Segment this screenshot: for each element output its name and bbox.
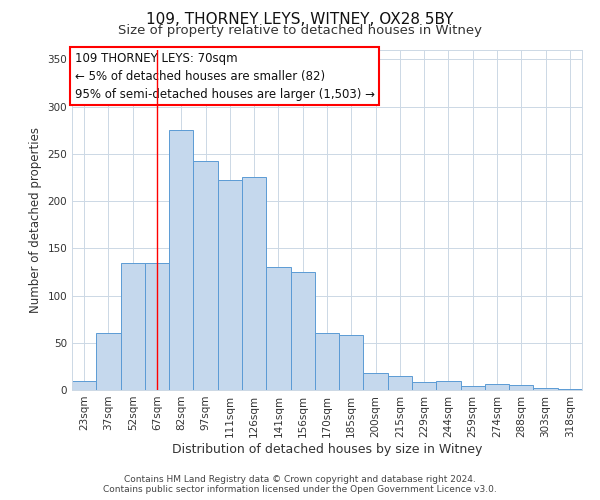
Bar [290, 272, 315, 390]
Y-axis label: Number of detached properties: Number of detached properties [29, 127, 42, 313]
Bar [96, 334, 121, 390]
Bar [145, 262, 169, 390]
Bar [485, 384, 509, 390]
Bar [169, 130, 193, 390]
Text: Contains HM Land Registry data © Crown copyright and database right 2024.: Contains HM Land Registry data © Crown c… [124, 475, 476, 484]
Text: Contains public sector information licensed under the Open Government Licence v3: Contains public sector information licen… [103, 485, 497, 494]
Text: Size of property relative to detached houses in Witney: Size of property relative to detached ho… [118, 24, 482, 37]
Bar [364, 373, 388, 390]
Bar [242, 178, 266, 390]
Text: 109 THORNEY LEYS: 70sqm
← 5% of detached houses are smaller (82)
95% of semi-det: 109 THORNEY LEYS: 70sqm ← 5% of detached… [74, 52, 374, 100]
Bar [533, 388, 558, 390]
Bar [339, 335, 364, 390]
Bar [412, 382, 436, 390]
Bar [558, 389, 582, 390]
Bar [461, 386, 485, 390]
Bar [509, 386, 533, 390]
Bar [266, 267, 290, 390]
X-axis label: Distribution of detached houses by size in Witney: Distribution of detached houses by size … [172, 442, 482, 456]
Bar [193, 162, 218, 390]
Bar [436, 380, 461, 390]
Bar [72, 380, 96, 390]
Bar [121, 262, 145, 390]
Bar [218, 180, 242, 390]
Bar [315, 334, 339, 390]
Bar [388, 376, 412, 390]
Text: 109, THORNEY LEYS, WITNEY, OX28 5BY: 109, THORNEY LEYS, WITNEY, OX28 5BY [146, 12, 454, 28]
